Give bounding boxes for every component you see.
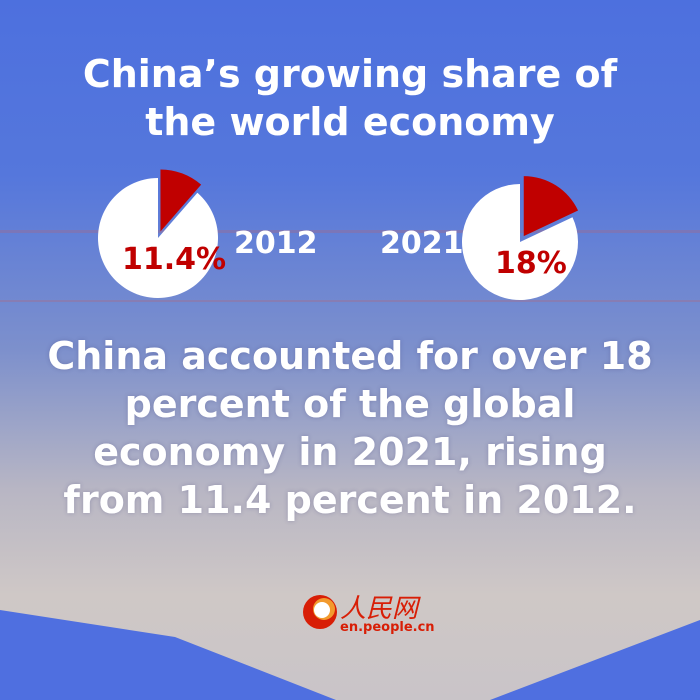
pie-slice-china-2021 bbox=[523, 176, 579, 237]
pie-slice-china-2012 bbox=[160, 169, 202, 232]
logo-mark-icon bbox=[303, 595, 337, 629]
year-label-2021: 2021 bbox=[380, 226, 464, 261]
page-title: China’s growing share of the world econo… bbox=[0, 50, 700, 146]
year-label-2012: 2012 bbox=[234, 226, 318, 261]
pie-label-2012: 11.4% bbox=[122, 242, 227, 277]
body-line: China accounted for over 18 bbox=[47, 334, 653, 378]
crane-stripe bbox=[0, 230, 700, 233]
body-line: economy in 2021, rising bbox=[93, 430, 607, 474]
title-line: China’s growing share of bbox=[82, 52, 618, 96]
pie-slice-rest-2012 bbox=[98, 178, 218, 298]
body-line: from 11.4 percent in 2012. bbox=[63, 478, 637, 522]
body-text: China accounted for over 18 percent of t… bbox=[0, 332, 700, 524]
pie-slice-rest-2021 bbox=[462, 184, 579, 300]
people-daily-logo: 人民网 en.people.cn bbox=[300, 588, 435, 638]
crane-stripe bbox=[0, 300, 700, 302]
body-line: percent of the global bbox=[124, 382, 576, 426]
pie-label-2021: 18% bbox=[495, 246, 567, 281]
logo-chinese-text: 人民网 bbox=[340, 594, 419, 624]
logo-url-text: en.people.cn bbox=[340, 620, 435, 635]
title-line: the world economy bbox=[145, 100, 555, 144]
